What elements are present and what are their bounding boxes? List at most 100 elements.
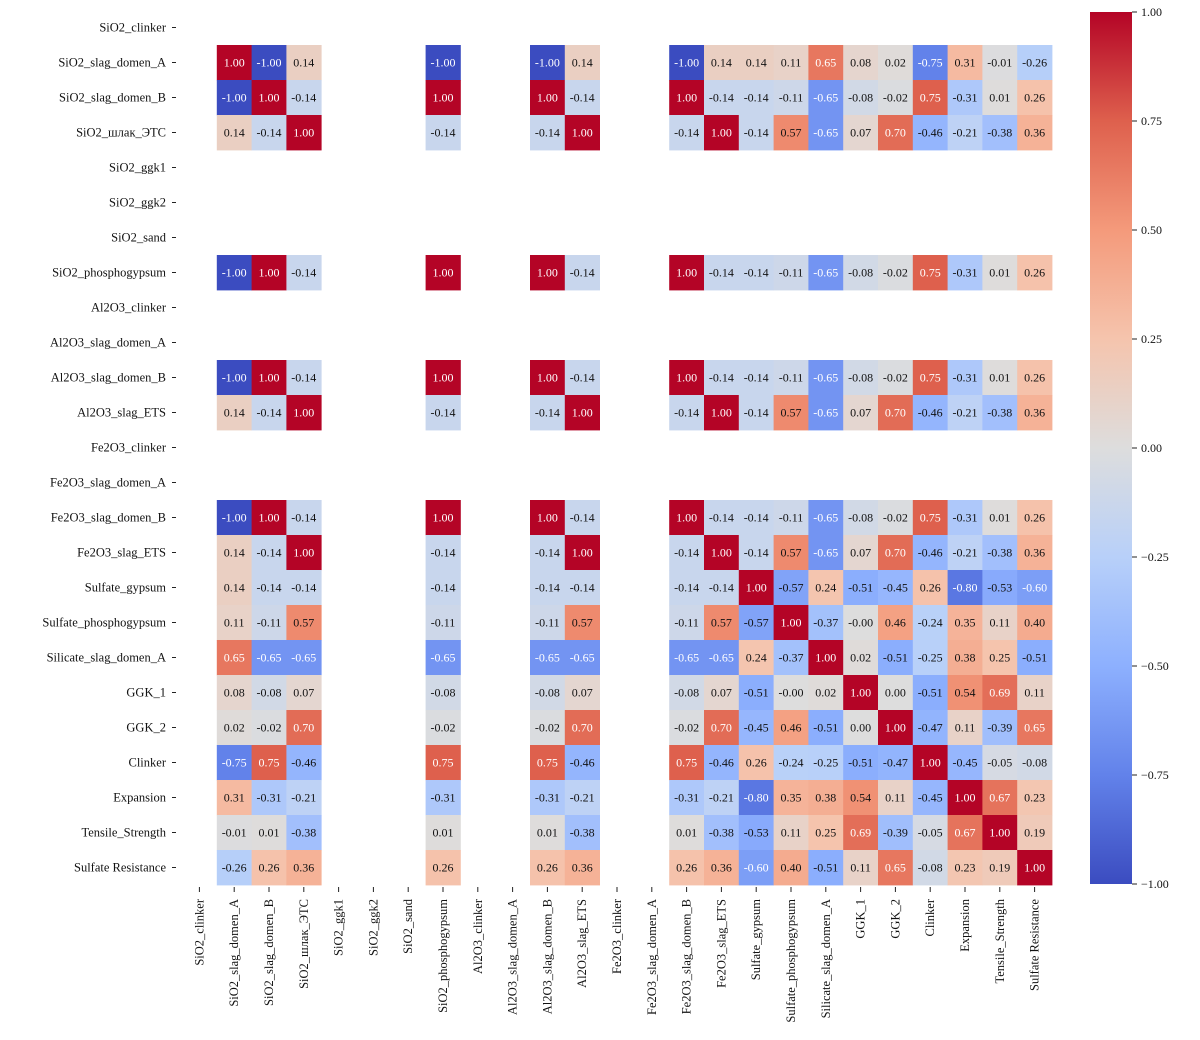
heatmap-cell	[808, 45, 844, 81]
cell-value-label: -0.08	[1022, 756, 1047, 770]
row-label: Silicate_slag_domen_A	[47, 651, 166, 665]
heatmap-cell	[982, 570, 1018, 606]
heatmap-cell	[808, 675, 844, 711]
cell-value-label: -0.31	[535, 791, 560, 805]
heatmap-cell	[564, 780, 600, 816]
row-label: SiO2_sand	[111, 231, 167, 245]
cell-value-label: -0.51	[883, 651, 908, 665]
cell-value-label: -0.14	[744, 91, 769, 105]
heatmap-cell	[669, 570, 705, 606]
row-label: Al2O3_slag_domen_B	[51, 371, 166, 385]
heatmap-cell	[425, 710, 461, 746]
heatmap-cell	[530, 675, 566, 711]
cell-value-label: -0.14	[535, 406, 560, 420]
cell-value-label: -0.46	[709, 756, 734, 770]
cell-value-label: 0.02	[885, 56, 906, 70]
cell-value-label: -0.65	[570, 651, 595, 665]
cell-value-label: 0.75	[920, 91, 941, 105]
cell-value-label: -0.14	[709, 266, 734, 280]
heatmap-cell	[912, 115, 948, 151]
heatmap-cell	[738, 710, 774, 746]
cell-value-label: 0.57	[781, 126, 802, 140]
heatmap-cell	[530, 535, 566, 571]
heatmap-cell	[425, 570, 461, 606]
heatmap-cell	[878, 570, 914, 606]
cell-value-label: -0.47	[883, 756, 908, 770]
cell-value-label: 1.00	[537, 266, 558, 280]
cell-value-label: -0.65	[813, 371, 838, 385]
cell-value-label: -0.14	[570, 371, 595, 385]
heatmap-cell	[564, 640, 600, 676]
cell-value-label: 1.00	[224, 56, 245, 70]
cell-value-label: -0.08	[848, 511, 873, 525]
heatmap-cell	[912, 640, 948, 676]
column-label: SiO2_slag_domen_B	[262, 899, 276, 1006]
cell-value-label: -0.25	[918, 651, 943, 665]
heatmap-cell	[738, 815, 774, 851]
cell-value-label: -0.14	[431, 406, 456, 420]
cell-value-label: -1.00	[257, 56, 282, 70]
cell-value-label: -0.02	[431, 721, 456, 735]
cell-value-label: 0.00	[850, 721, 871, 735]
cell-value-label: 0.11	[885, 791, 906, 805]
cell-value-label: -0.51	[848, 756, 873, 770]
heatmap-cell	[843, 850, 879, 886]
heatmap-cell	[947, 45, 983, 81]
heatmap-cell	[843, 605, 879, 641]
cell-value-label: -0.14	[570, 266, 595, 280]
heatmap-cell	[878, 780, 914, 816]
heatmap-cell	[425, 640, 461, 676]
row-label: Clinker	[129, 756, 167, 770]
heatmap-cell	[286, 815, 322, 851]
cell-value-label: 0.01	[433, 826, 454, 840]
heatmap-cell	[669, 710, 705, 746]
heatmap-cell	[808, 255, 844, 291]
cell-value-label: -0.46	[918, 126, 943, 140]
heatmap-cell	[216, 675, 252, 711]
heatmap-cell	[947, 710, 983, 746]
cell-value-label: -0.14	[431, 581, 456, 595]
cell-value-label: 0.26	[259, 861, 280, 875]
cell-value-label: -0.21	[953, 546, 978, 560]
cell-value-label: 0.07	[850, 126, 871, 140]
cell-value-label: 1.00	[746, 581, 767, 595]
cell-value-label: 0.11	[1024, 686, 1045, 700]
heatmap-cell	[669, 605, 705, 641]
heatmap-cell	[1017, 395, 1053, 431]
cell-value-label: -0.80	[953, 581, 978, 595]
heatmap-cell	[773, 255, 809, 291]
heatmap-cell	[878, 45, 914, 81]
heatmap-cell	[425, 80, 461, 116]
heatmap-cell	[878, 640, 914, 676]
heatmap-cell	[216, 80, 252, 116]
cell-value-label: 0.11	[224, 616, 245, 630]
cell-value-label: -0.25	[813, 756, 838, 770]
cell-value-label: 1.00	[433, 511, 454, 525]
row-label: SiO2_шлак_ЭТС	[76, 126, 166, 140]
heatmap-cell	[564, 815, 600, 851]
heatmap-cell	[773, 605, 809, 641]
row-label: Tensile_Strength	[81, 826, 166, 840]
heatmap-cell	[843, 45, 879, 81]
cell-value-label: 1.00	[676, 266, 697, 280]
heatmap-cell	[912, 675, 948, 711]
heatmap-cell	[669, 675, 705, 711]
cell-value-label: -0.46	[918, 406, 943, 420]
cell-value-label: -0.51	[918, 686, 943, 700]
cell-value-label: 0.11	[781, 826, 802, 840]
cell-value-label: 1.00	[433, 371, 454, 385]
column-label: Al2O3_slag_domen_B	[540, 899, 554, 1014]
colorbar-tick-label: −1.00	[1141, 877, 1169, 891]
heatmap-cell	[530, 815, 566, 851]
cell-value-label: -0.65	[709, 651, 734, 665]
heatmap-cell	[425, 605, 461, 641]
cell-value-label: -0.14	[535, 126, 560, 140]
heatmap-cell	[808, 815, 844, 851]
heatmap-cell	[912, 605, 948, 641]
column-label: Sulfate Resistance	[1028, 899, 1042, 991]
cell-value-label: 0.02	[850, 651, 871, 665]
cell-value-label: -0.14	[570, 511, 595, 525]
heatmap-cell	[704, 395, 740, 431]
heatmap-cell	[530, 500, 566, 536]
cell-value-label: -0.38	[987, 546, 1012, 560]
